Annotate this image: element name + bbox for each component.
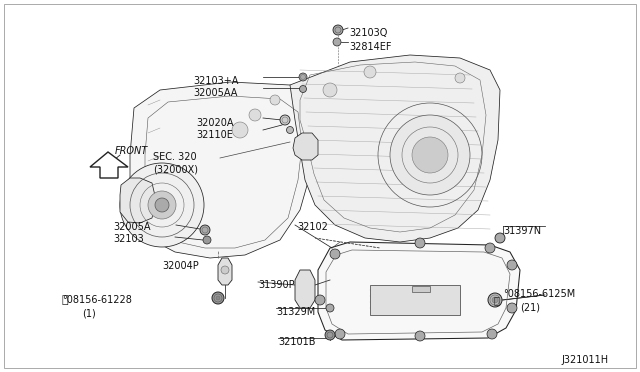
Polygon shape	[318, 242, 520, 340]
Polygon shape	[295, 270, 315, 308]
Circle shape	[287, 126, 294, 134]
Circle shape	[415, 331, 425, 341]
Circle shape	[335, 329, 345, 339]
Circle shape	[488, 293, 502, 307]
Circle shape	[270, 95, 280, 105]
Polygon shape	[412, 286, 430, 292]
Polygon shape	[120, 178, 156, 223]
Text: (32000X): (32000X)	[153, 164, 198, 174]
Text: °08156-6125M: °08156-6125M	[503, 289, 575, 299]
Text: 32005A: 32005A	[113, 222, 150, 232]
Circle shape	[216, 296, 220, 300]
Text: 32103+A: 32103+A	[193, 76, 238, 86]
Polygon shape	[370, 285, 460, 315]
Polygon shape	[293, 133, 318, 160]
Text: (21): (21)	[520, 302, 540, 312]
Text: 32103: 32103	[113, 234, 144, 244]
Text: J321011H: J321011H	[561, 355, 608, 365]
Circle shape	[507, 260, 517, 270]
Text: 32005AA: 32005AA	[193, 88, 237, 98]
Polygon shape	[90, 152, 128, 178]
Polygon shape	[130, 82, 315, 258]
Circle shape	[221, 266, 229, 274]
Circle shape	[495, 233, 505, 243]
Circle shape	[455, 73, 465, 83]
Circle shape	[507, 303, 517, 313]
Circle shape	[300, 86, 307, 93]
Text: °08156-61228: °08156-61228	[62, 295, 132, 305]
Circle shape	[155, 198, 169, 212]
Text: 32814EF: 32814EF	[349, 42, 392, 52]
Circle shape	[492, 297, 498, 303]
Circle shape	[330, 249, 340, 259]
Circle shape	[280, 115, 290, 125]
Circle shape	[333, 25, 343, 35]
Text: Ⓑ: Ⓑ	[493, 295, 499, 305]
Text: (1): (1)	[82, 308, 96, 318]
Circle shape	[326, 304, 334, 312]
Text: FRONT: FRONT	[115, 146, 148, 156]
Text: 32004P: 32004P	[162, 261, 199, 271]
Text: Ⓑ: Ⓑ	[62, 295, 68, 305]
Text: 32101B: 32101B	[278, 337, 316, 347]
Circle shape	[148, 191, 176, 219]
Text: 31329M: 31329M	[276, 307, 316, 317]
Text: 32020A: 32020A	[196, 118, 234, 128]
Polygon shape	[290, 55, 500, 242]
Circle shape	[415, 238, 425, 248]
Text: 32103Q: 32103Q	[349, 28, 387, 38]
Circle shape	[120, 163, 204, 247]
Circle shape	[325, 330, 335, 340]
Circle shape	[232, 122, 248, 138]
Text: 32110E: 32110E	[196, 130, 233, 140]
Circle shape	[212, 292, 224, 304]
Circle shape	[203, 236, 211, 244]
Text: SEC. 320: SEC. 320	[153, 152, 196, 162]
Polygon shape	[218, 258, 232, 285]
Circle shape	[364, 66, 376, 78]
Text: 31390P: 31390P	[258, 280, 294, 290]
Circle shape	[333, 38, 341, 46]
Text: 32102: 32102	[297, 222, 328, 232]
Circle shape	[315, 295, 325, 305]
Circle shape	[323, 83, 337, 97]
Circle shape	[390, 115, 470, 195]
Circle shape	[485, 243, 495, 253]
Circle shape	[299, 73, 307, 81]
Circle shape	[249, 109, 261, 121]
Circle shape	[412, 137, 448, 173]
Text: 31397N: 31397N	[503, 226, 541, 236]
Circle shape	[200, 225, 210, 235]
Circle shape	[487, 329, 497, 339]
